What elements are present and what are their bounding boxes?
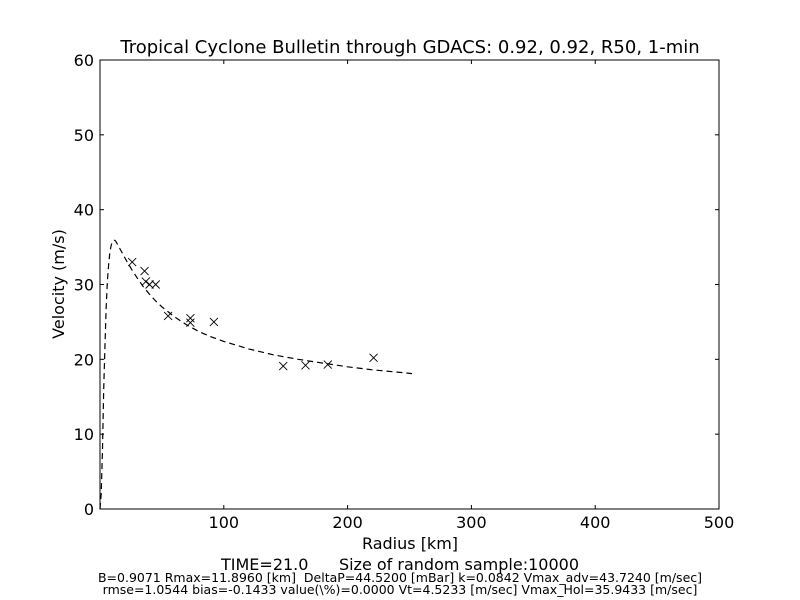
- model-curve: [99, 239, 413, 510]
- y-tick-label: 50: [74, 126, 94, 145]
- data-point-marker: [301, 361, 310, 370]
- data-point-marker: [323, 360, 333, 369]
- y-tick-label: 30: [74, 276, 94, 295]
- x-tick-label: 200: [332, 513, 363, 532]
- y-tick-label: 10: [74, 425, 94, 444]
- data-point-marker: [141, 277, 151, 286]
- data-point-marker: [127, 257, 137, 267]
- y-axis-label: Velocity (m/s): [49, 229, 68, 339]
- footer-time-sample: TIME=21.0 Size of random sample:10000: [221, 555, 579, 574]
- data-point-marker: [186, 318, 195, 327]
- x-tick-label: 300: [456, 513, 487, 532]
- data-point-marker: [163, 311, 173, 321]
- data-point-marker: [209, 317, 219, 327]
- y-tick-label: 60: [74, 51, 94, 70]
- axes-frame: [99, 59, 720, 510]
- x-axis-label: Radius [km]: [362, 534, 458, 553]
- data-point-marker: [140, 266, 149, 276]
- data-point-marker: [186, 313, 195, 323]
- data-point-marker: [145, 280, 154, 289]
- chart-title: Tropical Cyclone Bulletin through GDACS:…: [119, 37, 699, 58]
- data-point-marker: [151, 280, 161, 289]
- y-tick-label: 40: [74, 201, 94, 220]
- footer-statistics: rmse=1.0544 bias=-0.1433 value(\%)=0.000…: [102, 582, 698, 597]
- footer-parameters: B=0.9071 Rmax=11.8960 [km] DeltaP=44.520…: [97, 570, 703, 585]
- data-point-marker: [369, 353, 378, 363]
- y-tick-label: 20: [74, 350, 94, 369]
- x-tick-label: 500: [704, 513, 735, 532]
- data-point-marker: [278, 361, 288, 371]
- x-tick-label: 400: [580, 513, 611, 532]
- chart-marks: [99, 239, 413, 510]
- y-tick-label: 0: [84, 500, 94, 519]
- axis-ticks: 100 200 300 400 500 0 10 20 30 40 50 60: [74, 51, 735, 532]
- x-tick-label: 100: [209, 513, 240, 532]
